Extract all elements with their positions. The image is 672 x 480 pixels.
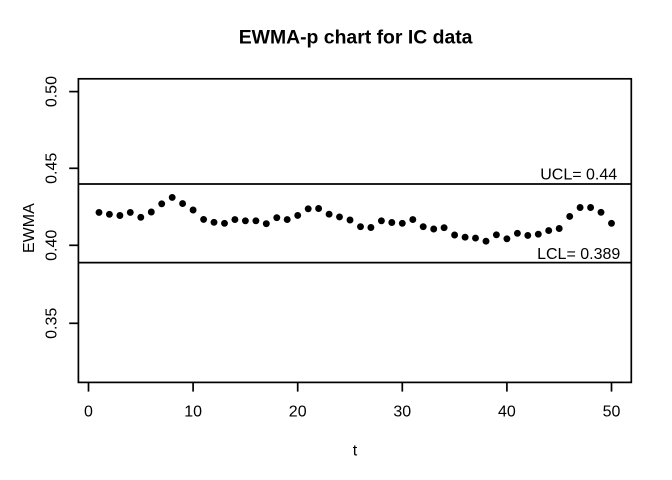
svg-text:40: 40 [498, 404, 516, 421]
svg-text:0.40: 0.40 [44, 230, 61, 261]
svg-text:50: 50 [603, 404, 621, 421]
svg-text:UCL= 0.44: UCL= 0.44 [540, 167, 617, 184]
svg-text:0.45: 0.45 [44, 153, 61, 184]
svg-text:0: 0 [84, 404, 93, 421]
svg-text:t: t [353, 443, 358, 460]
svg-text:EWMA: EWMA [21, 203, 38, 253]
svg-text:10: 10 [184, 404, 202, 421]
svg-text:20: 20 [289, 404, 307, 421]
svg-text:LCL= 0.389: LCL= 0.389 [537, 246, 620, 263]
svg-text:30: 30 [393, 404, 411, 421]
svg-text:EWMA-p chart for IC data: EWMA-p chart for IC data [239, 27, 473, 49]
svg-text:0.35: 0.35 [44, 308, 61, 339]
svg-text:0.50: 0.50 [44, 76, 61, 107]
